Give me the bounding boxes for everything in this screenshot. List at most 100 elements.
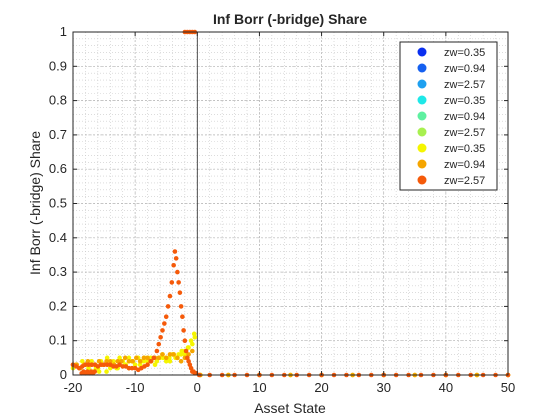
legend-marker — [417, 159, 427, 169]
data-point — [158, 334, 163, 340]
y-tick-label: 1 — [60, 24, 67, 39]
data-point — [173, 256, 179, 261]
data-point — [92, 369, 98, 374]
data-point — [96, 358, 102, 364]
data-point — [182, 338, 188, 344]
data-point — [178, 352, 184, 357]
data-point — [89, 358, 94, 364]
y-tick-label: 0.9 — [49, 58, 67, 73]
legend-label: zw=0.94 — [444, 111, 485, 123]
data-point — [190, 348, 195, 354]
data-point — [160, 328, 165, 333]
legend-label: zw=0.35 — [444, 143, 485, 155]
legend-marker — [417, 79, 427, 89]
data-point — [152, 362, 158, 368]
x-tick-label: 30 — [376, 380, 390, 395]
data-point — [190, 341, 195, 347]
data-point — [186, 345, 191, 350]
data-point — [145, 355, 150, 361]
legend-label: zw=0.94 — [444, 159, 485, 171]
legend-label: zw=0.35 — [444, 95, 485, 107]
data-point — [167, 358, 173, 364]
data-point — [163, 355, 169, 361]
data-point — [85, 358, 91, 364]
data-point — [163, 358, 169, 364]
x-axis-label: Asset State — [254, 400, 326, 416]
data-point — [107, 358, 113, 364]
data-point — [178, 304, 184, 309]
data-point — [115, 358, 121, 364]
data-point — [119, 358, 124, 364]
data-point — [192, 334, 198, 340]
data-point — [104, 358, 109, 364]
data-point — [167, 293, 173, 299]
legend-marker — [417, 63, 427, 73]
y-tick-label: 0.4 — [49, 230, 67, 245]
data-point — [130, 358, 135, 364]
series-layer — [70, 29, 511, 378]
x-tick-label: -20 — [64, 380, 83, 395]
data-point — [96, 369, 102, 374]
data-point — [183, 348, 189, 354]
data-point — [126, 358, 132, 364]
x-tick-label: 50 — [501, 380, 515, 395]
data-point — [172, 249, 178, 254]
x-axis-ticks: -20 -10 0 10 20 30 40 50 — [64, 32, 515, 395]
data-point — [151, 355, 157, 361]
legend-box — [399, 41, 498, 191]
y-axis-ticks: 0 0.1 0.2 0.3 0.4 0.5 0.6 0.7 0.8 0.9 1 — [49, 24, 508, 382]
data-point — [122, 355, 128, 361]
data-point — [171, 262, 176, 268]
y-tick-label: 0.3 — [49, 264, 67, 279]
data-point — [165, 304, 171, 309]
data-point — [191, 331, 197, 337]
data-point — [167, 352, 173, 357]
legend-label: zw=0.35 — [444, 47, 485, 59]
data-point — [137, 358, 143, 364]
x-tick-label: 20 — [314, 380, 328, 395]
x-tick-label: 0 — [194, 380, 201, 395]
x-tick-label: 40 — [439, 380, 453, 395]
data-point — [154, 348, 160, 354]
legend-marker — [417, 95, 427, 105]
data-point — [80, 358, 85, 364]
legend-marker — [417, 175, 427, 185]
data-point — [145, 362, 150, 368]
y-tick-label: 0 — [60, 367, 67, 382]
data-point — [141, 355, 147, 361]
x-tick-label: -10 — [126, 380, 145, 395]
data-point — [162, 321, 167, 326]
data-point — [180, 314, 185, 319]
data-point — [117, 355, 122, 361]
data-point — [104, 355, 110, 361]
legend-marker — [417, 47, 427, 57]
data-point — [148, 358, 153, 364]
data-point — [141, 358, 147, 364]
y-tick-label: 0.1 — [49, 333, 67, 348]
data-point — [175, 269, 180, 275]
data-point — [178, 358, 184, 364]
data-point — [132, 362, 138, 368]
data-point — [154, 358, 160, 364]
data-point — [160, 352, 165, 357]
x-tick-label: 10 — [252, 380, 266, 395]
y-tick-label: 0.5 — [49, 196, 67, 211]
legend-marker — [417, 127, 427, 137]
y-tick-label: 0.6 — [49, 161, 67, 176]
legend-marker — [417, 111, 427, 121]
legend-marker — [417, 143, 427, 153]
chart-title: Inf Borr (-bridge) Share — [213, 11, 367, 27]
data-point — [104, 369, 109, 374]
data-point — [134, 355, 139, 361]
y-axis-label: Inf Borr (-bridge) Share — [27, 131, 43, 275]
data-point — [175, 355, 180, 361]
legend-label: zw=2.57 — [444, 79, 485, 91]
data-point — [163, 314, 169, 319]
legend-label: zw=2.57 — [444, 175, 485, 187]
series-8 — [70, 29, 511, 378]
legend-label: zw=2.57 — [444, 127, 485, 139]
data-point — [126, 355, 132, 361]
data-point — [156, 341, 162, 347]
y-tick-label: 0.2 — [49, 298, 67, 313]
data-point — [171, 352, 176, 357]
